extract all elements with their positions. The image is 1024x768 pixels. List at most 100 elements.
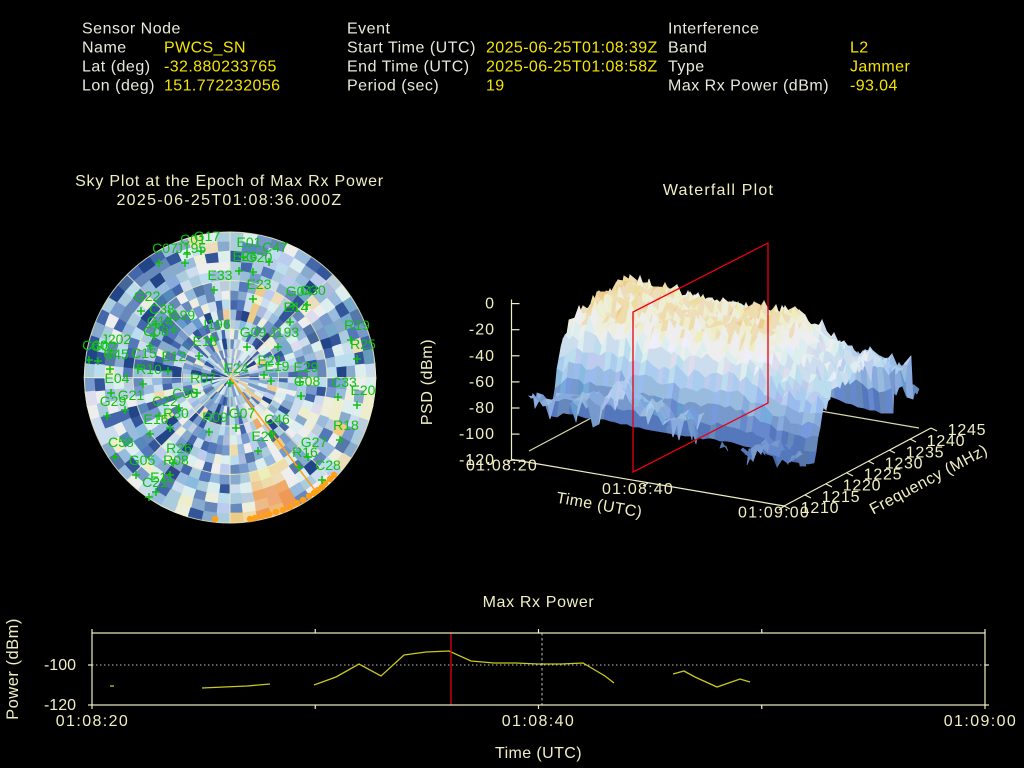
svg-text:R07: R07 xyxy=(190,370,216,386)
svg-text:01:08:40: 01:08:40 xyxy=(602,481,674,498)
svg-text:Start Time (UTC): Start Time (UTC) xyxy=(347,40,476,57)
svg-text:01:09:00: 01:09:00 xyxy=(944,713,1017,730)
svg-text:19: 19 xyxy=(486,78,505,95)
svg-text:C30: C30 xyxy=(300,282,326,298)
svg-text:-20: -20 xyxy=(469,322,495,339)
svg-text:C38: C38 xyxy=(149,301,175,317)
svg-text:G02: G02 xyxy=(91,338,118,354)
svg-text:-100: -100 xyxy=(459,426,495,443)
svg-text:C36: C36 xyxy=(172,385,198,401)
svg-text:Sky Plot at the Epoch of Max R: Sky Plot at the Epoch of Max Rx Power xyxy=(75,173,384,190)
svg-text:Lon (deg): Lon (deg) xyxy=(82,78,155,95)
svg-text:0: 0 xyxy=(485,296,495,313)
svg-text:1210: 1210 xyxy=(801,500,839,517)
svg-text:G05: G05 xyxy=(129,452,156,468)
svg-text:C15: C15 xyxy=(131,345,157,361)
svg-text:Type: Type xyxy=(668,59,705,76)
svg-text:C28: C28 xyxy=(315,457,341,473)
svg-text:01:08:20: 01:08:20 xyxy=(466,458,538,475)
svg-text:Period (sec): Period (sec) xyxy=(347,78,439,95)
svg-text:-32.880233765: -32.880233765 xyxy=(164,59,277,76)
svg-text:J199: J199 xyxy=(165,307,196,323)
svg-text:E12: E12 xyxy=(162,348,187,364)
svg-text:01:09:00: 01:09:00 xyxy=(738,505,810,522)
svg-text:E33: E33 xyxy=(208,267,233,283)
svg-text:R08: R08 xyxy=(163,452,189,468)
svg-text:Name: Name xyxy=(82,40,127,57)
svg-text:R19: R19 xyxy=(344,317,370,333)
svg-text:E26: E26 xyxy=(233,248,258,264)
svg-text:Max Rx Power (dBm): Max Rx Power (dBm) xyxy=(668,78,829,95)
svg-text:R09: R09 xyxy=(202,409,228,425)
svg-text:-60: -60 xyxy=(469,374,495,391)
svg-text:C46: C46 xyxy=(264,411,290,427)
svg-text:G22: G22 xyxy=(134,288,161,304)
svg-text:E27: E27 xyxy=(252,428,277,444)
svg-text:G14: G14 xyxy=(147,313,174,329)
svg-text:C07: C07 xyxy=(152,240,178,256)
svg-text:1245: 1245 xyxy=(948,422,986,439)
svg-text:I196: I196 xyxy=(203,316,230,332)
svg-text:L2: L2 xyxy=(850,40,869,57)
svg-text:E16: E16 xyxy=(144,411,169,427)
svg-text:G04: G04 xyxy=(286,283,313,299)
svg-text:2025-06-25T01:08:39Z: 2025-06-25T01:08:39Z xyxy=(486,40,658,57)
svg-text:Jammer: Jammer xyxy=(850,59,910,76)
svg-text:E11: E11 xyxy=(150,469,174,485)
svg-text:-80: -80 xyxy=(469,400,495,417)
svg-text:E23: E23 xyxy=(247,276,272,292)
svg-text:G17: G17 xyxy=(194,228,221,244)
svg-text:G21: G21 xyxy=(118,387,145,403)
svg-text:Max Rx Power: Max Rx Power xyxy=(483,594,595,611)
svg-text:1240: 1240 xyxy=(927,433,965,450)
svg-text:C01: C01 xyxy=(180,231,206,247)
svg-text:C22: C22 xyxy=(152,393,178,409)
svg-text:PWCS_SN: PWCS_SN xyxy=(164,40,246,57)
svg-text:Band: Band xyxy=(668,40,707,57)
svg-text:E18: E18 xyxy=(193,333,218,349)
svg-text:1230: 1230 xyxy=(885,455,923,472)
svg-text:E14: E14 xyxy=(284,299,309,315)
svg-text:E20: E20 xyxy=(351,382,376,398)
svg-text:C60: C60 xyxy=(82,337,108,353)
svg-text:E21: E21 xyxy=(258,352,283,368)
svg-text:R18: R18 xyxy=(333,417,359,433)
svg-text:R25: R25 xyxy=(350,336,376,352)
svg-text:-120: -120 xyxy=(459,452,495,469)
svg-text:Waterfall Plot: Waterfall Plot xyxy=(663,182,774,199)
svg-text:G09: G09 xyxy=(240,324,267,340)
svg-text:Sensor Node: Sensor Node xyxy=(82,21,181,38)
svg-text:01:08:20: 01:08:20 xyxy=(56,713,129,730)
svg-text:-40: -40 xyxy=(469,348,495,365)
svg-text:1225: 1225 xyxy=(864,467,902,484)
svg-text:1235: 1235 xyxy=(906,444,944,461)
svg-text:R26: R26 xyxy=(166,440,192,456)
svg-text:E24: E24 xyxy=(224,360,249,376)
svg-text:G20: G20 xyxy=(246,249,273,265)
svg-text:2025-06-25T01:08:58Z: 2025-06-25T01:08:58Z xyxy=(486,59,658,76)
svg-text:R16: R16 xyxy=(292,444,318,460)
svg-text:C21: C21 xyxy=(142,474,168,490)
svg-text:E19: E19 xyxy=(265,358,290,374)
svg-text:1220: 1220 xyxy=(843,478,881,495)
svg-text:-120: -120 xyxy=(44,697,76,714)
svg-text:-93.04: -93.04 xyxy=(850,78,898,95)
svg-text:C08: C08 xyxy=(143,323,169,339)
svg-text:C33: C33 xyxy=(331,374,357,390)
svg-text:J195: J195 xyxy=(176,240,207,256)
svg-text:151.772232056: 151.772232056 xyxy=(164,78,280,95)
svg-text:R30: R30 xyxy=(163,405,189,421)
svg-text:PSD (dBm): PSD (dBm) xyxy=(419,339,436,425)
svg-text:Power (dBm): Power (dBm) xyxy=(4,618,22,720)
svg-text:01:08:40: 01:08:40 xyxy=(502,713,575,730)
svg-text:E01: E01 xyxy=(237,234,262,250)
svg-text:-100: -100 xyxy=(44,657,76,674)
svg-text:E04: E04 xyxy=(105,370,130,386)
svg-text:1215: 1215 xyxy=(822,489,860,506)
svg-text:J202: J202 xyxy=(101,331,132,347)
svg-text:G27: G27 xyxy=(301,434,328,450)
svg-text:Interference: Interference xyxy=(668,21,759,38)
svg-text:C47: C47 xyxy=(262,239,288,255)
svg-text:G29: G29 xyxy=(100,393,127,409)
svg-text:2025-06-25T01:08:36.000Z: 2025-06-25T01:08:36.000Z xyxy=(116,192,342,209)
